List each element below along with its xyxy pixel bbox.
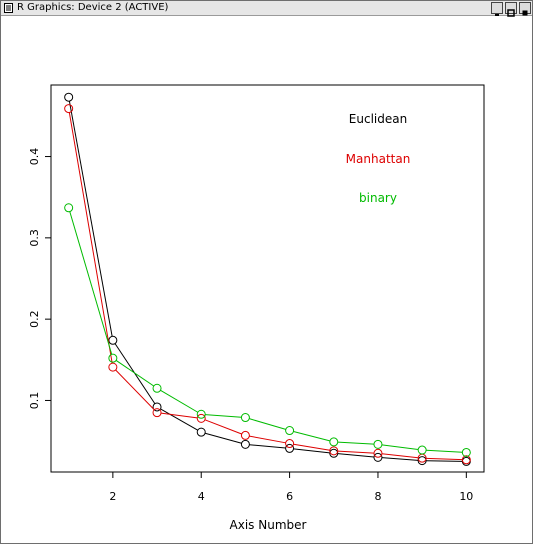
data-point [108,335,118,345]
window-title: R Graphics: Device 2 (ACTIVE) [17,2,169,13]
close-button[interactable] [519,2,531,16]
data-point [285,426,295,436]
series-binary [64,203,471,457]
series-segment [68,101,113,337]
data-point [329,437,339,447]
y-tick-label: 0.2 [28,310,41,328]
series-segment [160,412,198,419]
close-icon [522,10,528,16]
series-manhattan [64,104,471,465]
plot-box [50,84,485,473]
series-euclidean [64,92,471,466]
data-point [285,443,295,453]
data-point [461,455,471,465]
x-tick-label: 8 [374,490,381,503]
data-point [240,430,250,440]
minimize-icon [495,14,499,16]
data-point [64,92,74,102]
maximize-icon [507,9,515,17]
series-segment [426,460,463,462]
data-point [108,362,118,372]
data-point [461,447,471,457]
window-menu-icon[interactable] [4,3,13,13]
series-segment [381,453,419,459]
x-tick-label: 6 [286,490,293,503]
y-tick-label: 0.3 [28,229,41,247]
y-axis: 0.1 0.2 0.3 0.4 [28,148,51,409]
x-axis: 2 4 6 8 10 [109,472,473,503]
data-point [64,104,74,114]
series-segment [249,435,286,444]
series-segment [337,450,374,454]
series-segment [337,453,375,458]
series-segment [115,369,155,411]
series-segment [69,211,113,355]
window-titlebar[interactable]: R Graphics: Device 2 (ACTIVE) [1,1,532,17]
data-point [64,203,74,213]
series-segment [160,408,198,431]
minimize-button[interactable] [491,2,503,16]
series-segment [426,457,463,461]
x-tick-label: 2 [109,490,116,503]
legend-entry: Manhattan [346,152,411,166]
series-layer [64,92,471,466]
data-point [329,448,339,458]
series-segment [115,360,155,387]
data-point [152,408,162,418]
series-segment [160,389,199,413]
data-point [152,383,162,393]
legend-entry: binary [359,191,397,205]
series-segment [381,457,419,461]
y-tick-label: 0.1 [28,392,41,410]
data-point [108,353,118,363]
data-point [285,439,295,449]
series-segment [426,449,463,453]
series-segment [337,441,374,445]
x-axis-label: Axis Number [230,518,307,532]
series-segment [249,444,286,449]
data-point [196,409,206,419]
series-segment [381,444,419,451]
series-segment [68,112,113,364]
series-segment [204,419,242,435]
series-segment [293,443,330,451]
series-segment [293,448,330,454]
x-tick-label: 4 [198,490,205,503]
data-point [373,448,383,458]
y-tick-label: 0.4 [28,148,41,166]
data-point [417,456,427,466]
data-point [196,413,206,423]
legend: Euclidean Manhattan binary [346,112,411,205]
data-point [152,402,162,412]
maximize-button[interactable] [505,2,517,17]
data-point [373,452,383,462]
series-segment [293,431,331,442]
series-segment [205,414,242,418]
data-point [196,427,206,437]
legend-entry: Euclidean [349,112,407,126]
series-segment [204,432,242,444]
data-point [240,439,250,449]
series-segment [249,418,286,430]
data-point [329,446,339,456]
data-point [373,439,383,449]
data-point [240,413,250,423]
data-point [417,445,427,455]
x-tick-label: 10 [459,490,473,503]
